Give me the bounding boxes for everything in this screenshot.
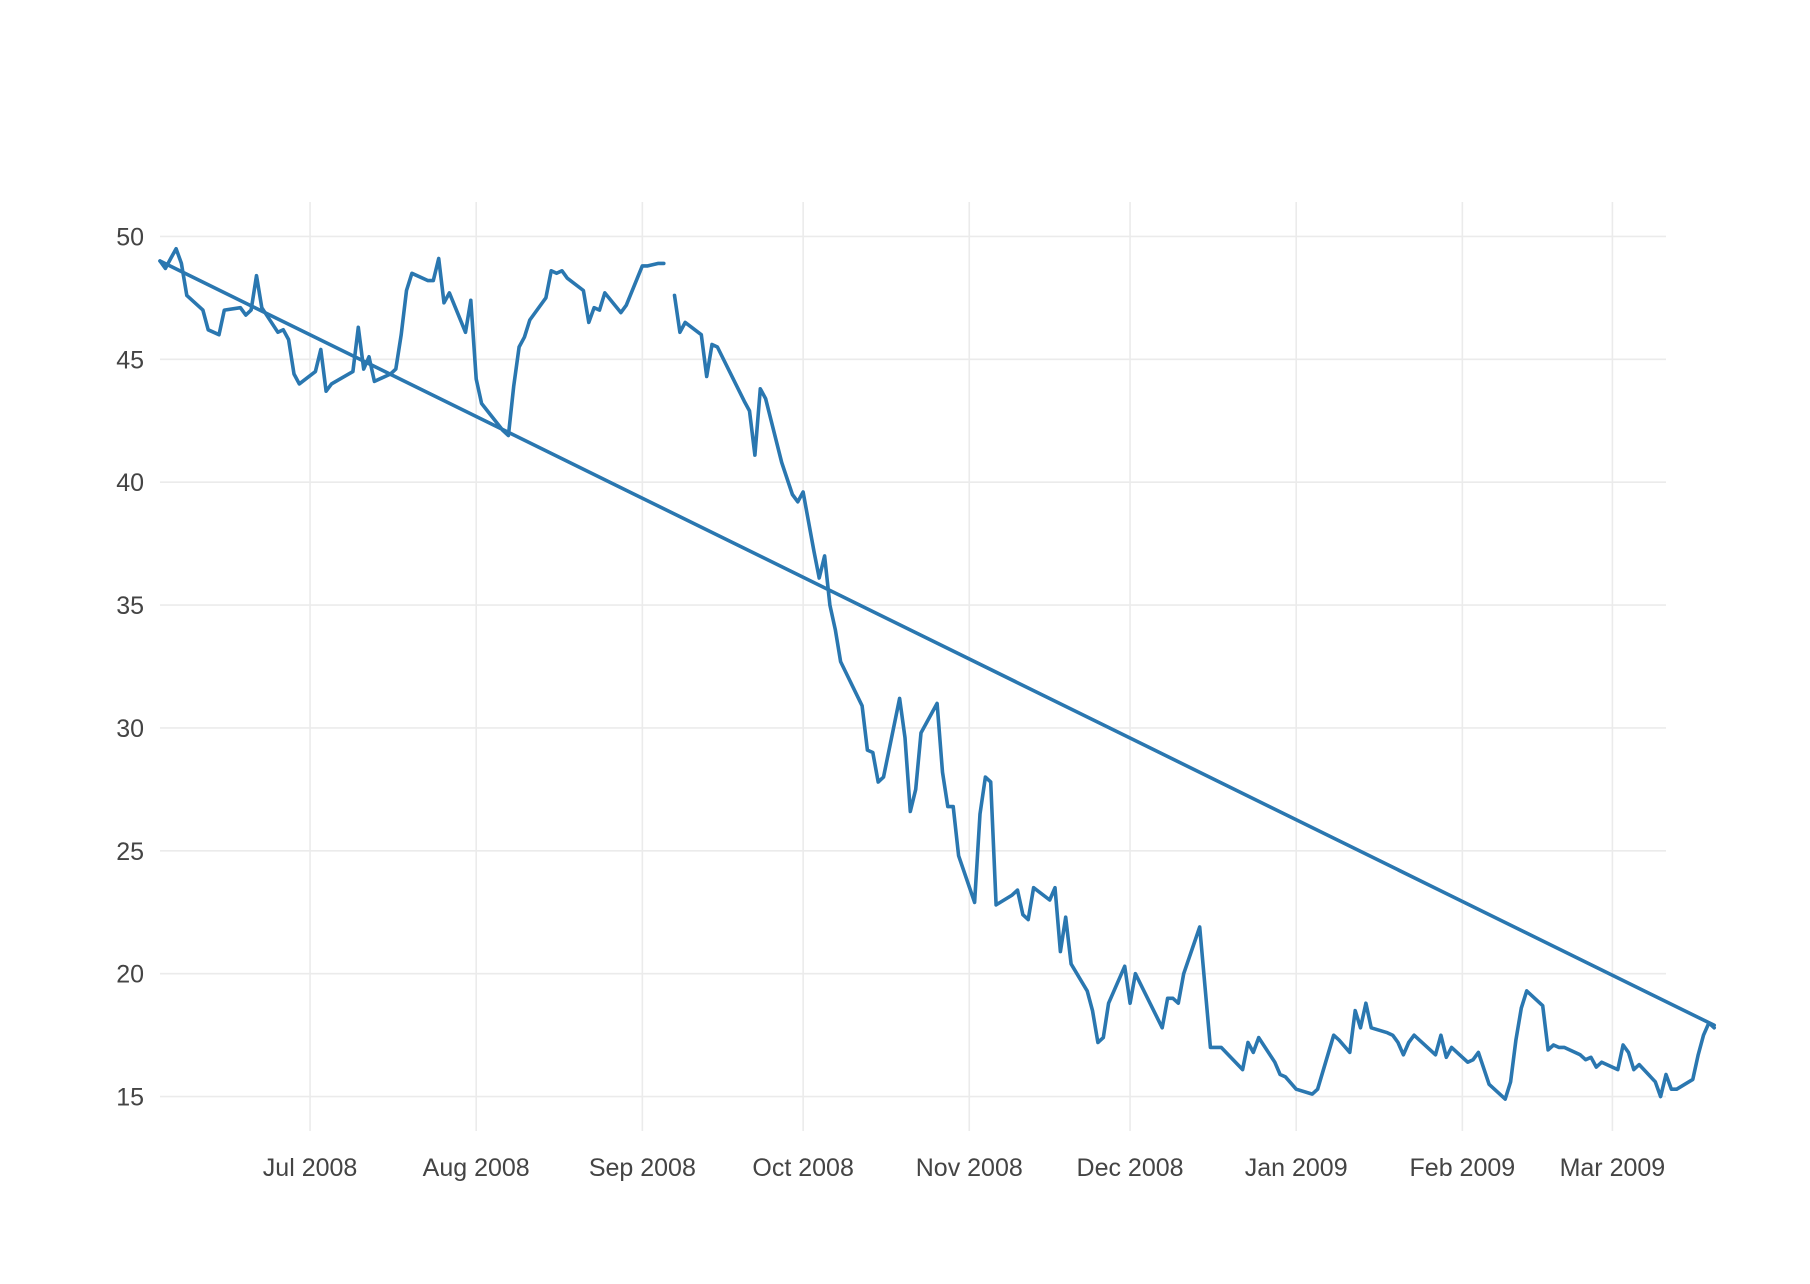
series-group [158, 246, 1716, 1101]
x-tick-label: Jul 2008 [263, 1154, 358, 1182]
y-tick-label: 30 [116, 715, 144, 743]
price-line [158, 246, 666, 438]
x-tick-labels: Jul 2008 Aug 2008 Sep 2008 Oct 2008 Nov 2008… [263, 1154, 1665, 1182]
x-tick-label: Sep 2008 [589, 1154, 696, 1182]
y-gridlines [160, 235, 1666, 1098]
x-tick-label: Jan 2009 [1245, 1154, 1348, 1182]
y-tick-label: 25 [116, 838, 144, 866]
y-tick-label: 45 [116, 346, 144, 374]
x-tick-label: Oct 2008 [752, 1154, 853, 1182]
y-tick-label: 15 [116, 1084, 144, 1112]
y-tick-label: 40 [116, 469, 144, 497]
x-tick-label: Dec 2008 [1077, 1154, 1184, 1182]
y-tick-label: 20 [116, 961, 144, 989]
x-tick-label: Mar 2009 [1560, 1154, 1666, 1182]
y-tick-label: 50 [116, 223, 144, 251]
price-line [672, 293, 1716, 1101]
trend-line [158, 259, 1716, 1028]
x-tick-label: Feb 2009 [1410, 1154, 1516, 1182]
y-tick-label: 35 [116, 592, 144, 620]
x-tick-label: Aug 2008 [423, 1154, 530, 1182]
y-tick-labels: 15 20 25 30 35 40 45 50 [116, 223, 144, 1111]
x-tick-label: Nov 2008 [916, 1154, 1023, 1182]
